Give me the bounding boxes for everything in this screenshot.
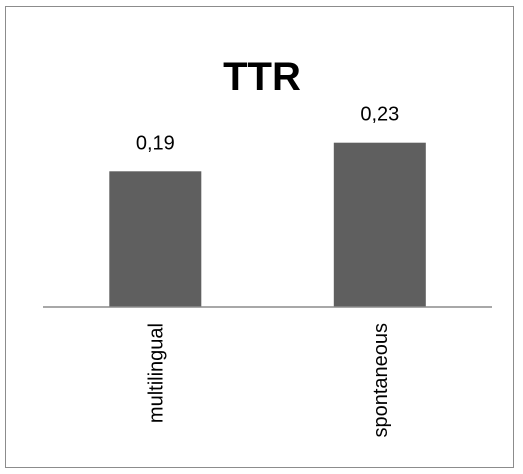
data-label-multilingual: 0,19: [136, 132, 175, 154]
bar-multilingual: [109, 171, 202, 307]
chart-frame: [5, 6, 514, 468]
bars-layer: [109, 142, 426, 307]
data-label-spontaneous: 0,23: [360, 104, 399, 126]
category-label-spontaneous: spontaneous: [370, 323, 392, 438]
category-label-multilingual: multilingual: [145, 323, 167, 423]
bar-spontaneous: [333, 142, 426, 307]
labels-layer: 0,19 multilingual 0,23 spontaneous: [136, 104, 399, 438]
chart-title: TTR: [223, 55, 301, 99]
